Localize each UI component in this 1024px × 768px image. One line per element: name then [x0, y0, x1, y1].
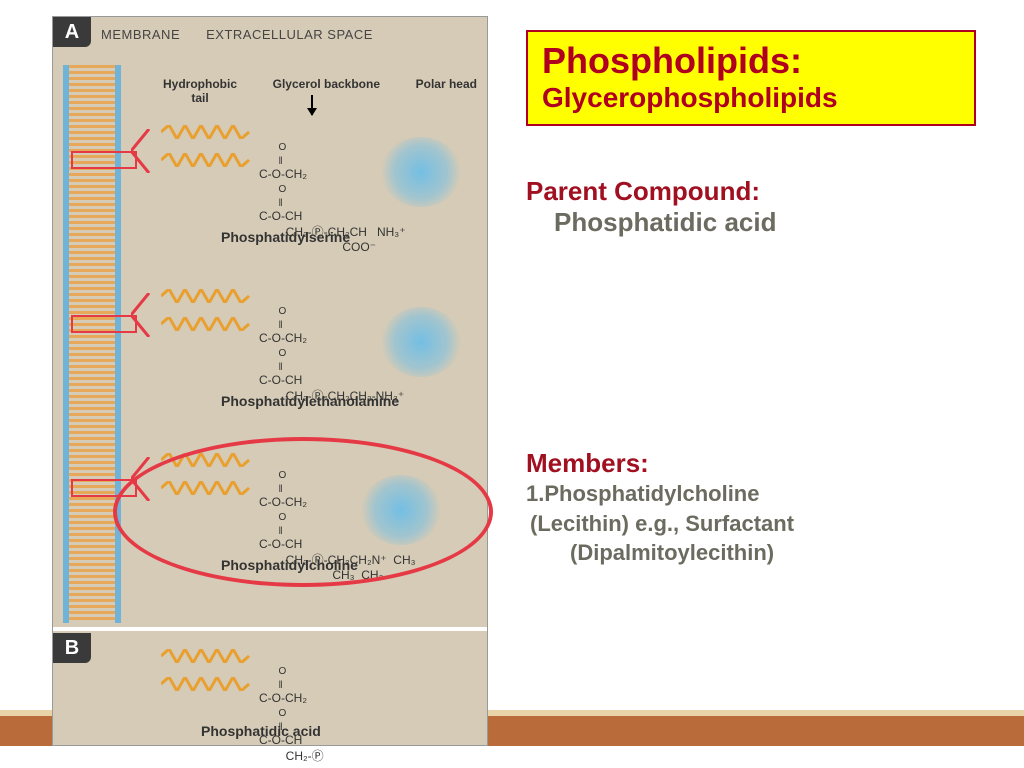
parent-value: Phosphatidic acid [554, 207, 986, 238]
membrane-mark-1 [71, 151, 137, 169]
members-block: Members: 1.Phosphatidylcholine (Lecithin… [526, 448, 1006, 568]
lipid-name: Phosphatidic acid [201, 723, 321, 739]
fatty-acid-tail-icon [161, 677, 251, 691]
tail-connector-icon [131, 293, 161, 337]
fatty-acid-tail-icon [161, 649, 251, 663]
fatty-acid-tail-icon [161, 481, 251, 495]
chem-structure: O ‖ C-O-CH₂ O ‖ C-O-CH CH₂-Ⓟ [259, 649, 324, 764]
members-line2: (Lecithin) e.g., Surfactant [530, 509, 1006, 539]
title-box: Phospholipids: Glycerophospholipids [526, 30, 976, 126]
label-glycerol: Glycerol backbone [273, 77, 380, 105]
lipid-row-phosphatidylethanolamine: O ‖ C-O-CH₂ O ‖ C-O-CH CH₂-Ⓟ-CH₂CH₂-NH₃⁺… [131, 281, 479, 411]
slide: A B MEMBRANE EXTRACELLULAR SPACE Hydroph… [0, 0, 1024, 768]
lipid-row-phosphatidylserine: O ‖ C-O-CH₂ O ‖ C-O-CH CH₂-Ⓟ-CH₂CH NH₃⁺ … [131, 117, 479, 247]
panel-tab-a: A [53, 17, 91, 47]
lipid-row-phosphatidic-acid: O ‖ C-O-CH₂ O ‖ C-O-CH CH₂-Ⓟ Phosphatidi… [131, 641, 479, 741]
fatty-acid-tail-icon [161, 289, 251, 303]
label-polar: Polar head [416, 77, 477, 105]
label-extracellular: EXTRACELLULAR SPACE [206, 27, 373, 42]
fatty-acid-tail-icon [161, 453, 251, 467]
membrane-mark-2 [71, 315, 137, 333]
parent-compound-block: Parent Compound: Phosphatidic acid [526, 176, 986, 238]
title-line2: Glycerophospholipids [542, 82, 960, 114]
parent-heading: Parent Compound: [526, 176, 986, 207]
title-line1: Phospholipids: [542, 40, 960, 82]
section-divider [53, 627, 487, 631]
diagram-header: MEMBRANE EXTRACELLULAR SPACE [101, 27, 479, 42]
members-heading: Members: [526, 448, 1006, 479]
fatty-acid-tail-icon [161, 125, 251, 139]
fatty-acid-tail-icon [161, 317, 251, 331]
diagram-panel: A B MEMBRANE EXTRACELLULAR SPACE Hydroph… [52, 16, 488, 746]
fatty-acid-tail-icon [161, 153, 251, 167]
label-hydrophobic: Hydrophobic tail [163, 77, 237, 105]
label-membrane: MEMBRANE [101, 27, 180, 42]
members-line3: (Dipalmitoylecithin) [570, 538, 1006, 568]
tail-connector-icon [131, 129, 161, 173]
arrow-glycerol [311, 95, 313, 115]
chem-structure: O ‖ C-O-CH₂ O ‖ C-O-CH CH₂-Ⓟ-CH₂CH₂-NH₃⁺ [259, 289, 404, 404]
membrane-mark-3 [71, 479, 137, 497]
lipid-name: Phosphatidylethanolamine [221, 393, 399, 409]
diagram-sublabels: Hydrophobic tail Glycerol backbone Polar… [163, 77, 477, 105]
members-line1: 1.Phosphatidylcholine [526, 479, 1006, 509]
membrane-column [63, 65, 121, 623]
tail-connector-icon [131, 457, 161, 501]
lipid-name: Phosphatidylcholine [221, 557, 358, 573]
lipid-row-phosphatidylcholine: O ‖ C-O-CH₂ O ‖ C-O-CH CH₂-Ⓟ-CH₂CH₂N⁺ CH… [131, 445, 479, 575]
panel-tab-b: B [53, 633, 91, 663]
lipid-name: Phosphatidylserine [221, 229, 350, 245]
